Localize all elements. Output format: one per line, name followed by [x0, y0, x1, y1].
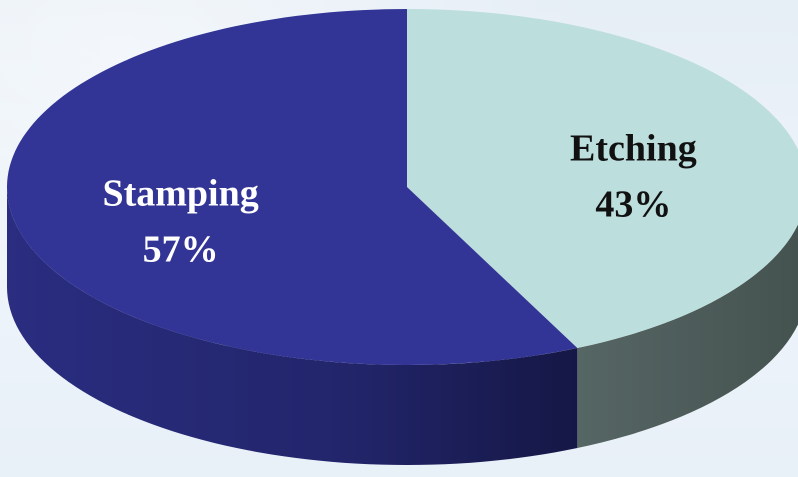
slice-percent-stamping: 57% [143, 229, 219, 271]
slice-label-stamping: Stamping [102, 173, 258, 215]
slice-percent-etching: 43% [595, 183, 671, 225]
slice-label-etching: Etching [570, 127, 697, 169]
